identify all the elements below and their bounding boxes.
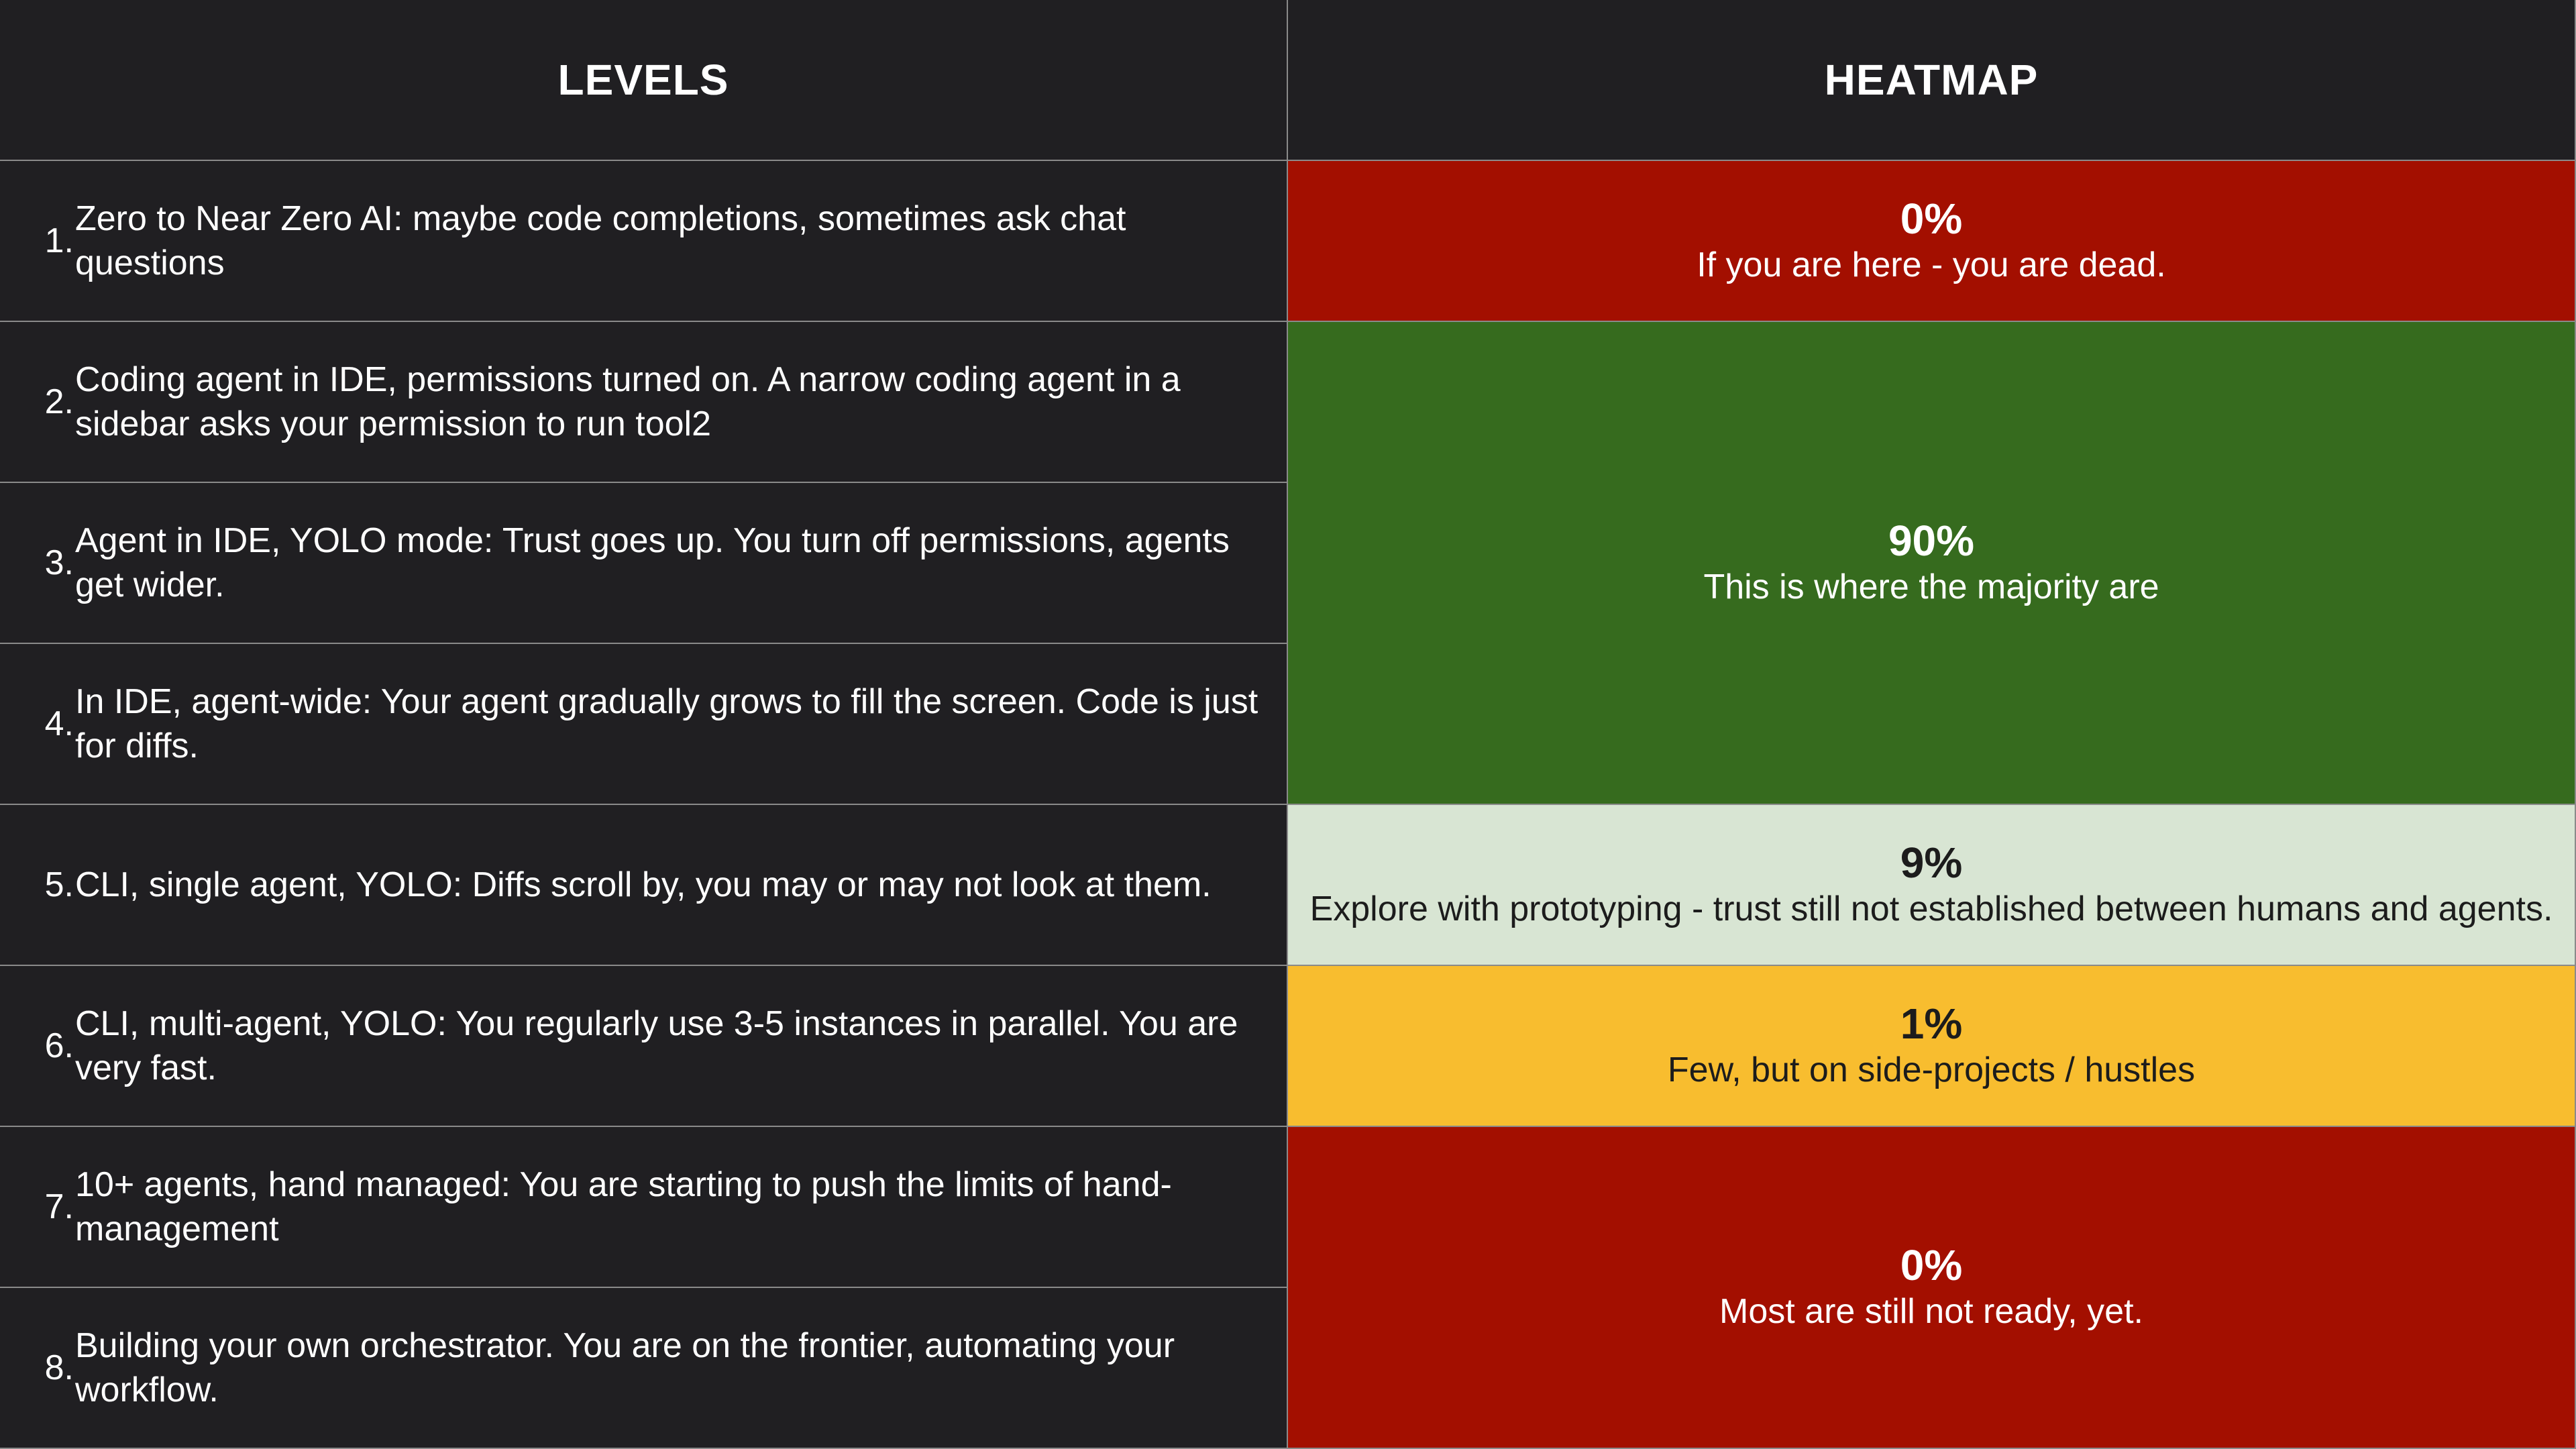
level-text: CLI, single agent, YOLO: Diffs scroll by…: [75, 865, 1212, 904]
level-text: CLI, multi-agent, YOLO: You regularly us…: [75, 1004, 1238, 1087]
level-number: 7.: [44, 1187, 74, 1226]
level-number: 4.: [44, 704, 74, 743]
level-row-7: 7. 10+ agents, hand managed: You are sta…: [0, 1127, 1288, 1288]
level-text: In IDE, agent-wide: Your agent gradually…: [75, 682, 1258, 765]
level-number: 2.: [44, 382, 74, 421]
heatmap-percentage: 0%: [1900, 1241, 1963, 1289]
level-number: 3.: [44, 543, 74, 582]
heatmap-percentage: 9%: [1900, 839, 1963, 887]
heatmap-cell-level-5: 9% Explore with prototyping - trust stil…: [1288, 805, 2576, 966]
heatmap-description: Explore with prototyping - trust still n…: [1309, 890, 2553, 928]
heatmap-percentage: 1%: [1900, 1000, 1963, 1048]
heatmap-description: This is where the majority are: [1703, 568, 2159, 606]
heatmap-description: Most are still not ready, yet.: [1719, 1292, 2143, 1331]
level-text: Coding agent in IDE, permissions turned …: [75, 360, 1181, 443]
level-row-6: 6. CLI, multi-agent, YOLO: You regularly…: [0, 966, 1288, 1127]
level-row-5: 5. CLI, single agent, YOLO: Diffs scroll…: [0, 805, 1288, 966]
level-row-1: 1. Zero to Near Zero AI: maybe code comp…: [0, 161, 1288, 322]
level-row-3: 3. Agent in IDE, YOLO mode: Trust goes u…: [0, 483, 1288, 644]
heatmap-cell-levels-2-4: 90% This is where the majority are: [1288, 322, 2576, 805]
level-row-2: 2. Coding agent in IDE, permissions turn…: [0, 322, 1288, 483]
level-row-8: 8. Building your own orchestrator. You a…: [0, 1288, 1288, 1449]
heatmap-percentage: 0%: [1900, 195, 1963, 243]
level-row-4: 4. In IDE, agent-wide: Your agent gradua…: [0, 644, 1288, 805]
level-number: 5.: [44, 865, 74, 904]
level-text: Agent in IDE, YOLO mode: Trust goes up. …: [75, 521, 1230, 604]
heatmap-header: HEATMAP: [1288, 0, 2576, 161]
heatmap-cell-level-1: 0% If you are here - you are dead.: [1288, 161, 2576, 322]
heatmap-description: If you are here - you are dead.: [1697, 246, 2166, 284]
heatmap-description: Few, but on side-projects / hustles: [1667, 1051, 2196, 1089]
heatmap-cell-level-6: 1% Few, but on side-projects / hustles: [1288, 966, 2576, 1127]
levels-header: LEVELS: [0, 0, 1288, 161]
heatmap-cell-levels-7-8: 0% Most are still not ready, yet.: [1288, 1127, 2576, 1449]
level-number: 8.: [44, 1348, 74, 1387]
level-number: 6.: [44, 1026, 74, 1065]
level-text: Building your own orchestrator. You are …: [75, 1326, 1175, 1409]
level-number: 1.: [44, 221, 74, 260]
heatmap-percentage: 90%: [1888, 517, 1975, 565]
level-text: Zero to Near Zero AI: maybe code complet…: [75, 199, 1126, 282]
level-text: 10+ agents, hand managed: You are starti…: [75, 1165, 1172, 1248]
